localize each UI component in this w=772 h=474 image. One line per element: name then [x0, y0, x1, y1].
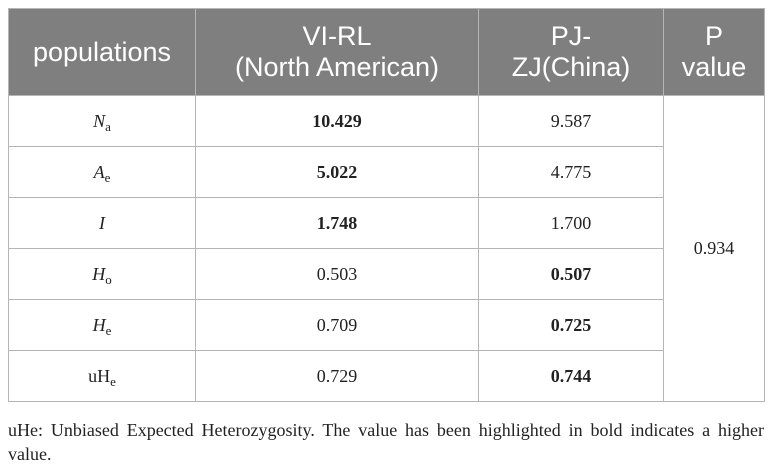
- vi-rl-value: 10.429: [195, 95, 479, 147]
- row-symbol: H: [92, 263, 106, 284]
- header-pj-zj-line2: ZJ(China): [511, 52, 631, 82]
- vi-rl-value: 0.503: [195, 248, 479, 300]
- table-row: Na 10.429 9.587 0.934: [8, 95, 765, 402]
- row-label: Ho: [8, 248, 196, 300]
- header-vi-rl-line1: VI-RL: [302, 21, 372, 51]
- table-row: I 1.748 1.700: [8, 197, 765, 249]
- row-subscript: o: [105, 271, 112, 287]
- header-pj-zj-line1: PJ-: [550, 21, 592, 51]
- row-label: He: [8, 299, 196, 351]
- table-container: populations VI-RL (North American) PJ- Z…: [8, 8, 765, 402]
- p-value-cell: 0.934: [663, 95, 765, 402]
- header-vi-rl-line2: (North American): [234, 52, 440, 82]
- pj-zj-value: 0.725: [478, 299, 664, 351]
- header-row: populations VI-RL (North American) PJ- Z…: [8, 8, 765, 96]
- header-vi-rl: VI-RL (North American): [195, 8, 479, 96]
- vi-rl-value: 1.748: [195, 197, 479, 249]
- row-label: I: [8, 197, 196, 249]
- pj-zj-value: 1.700: [478, 197, 664, 249]
- row-symbol: I: [99, 212, 105, 233]
- row-subscript: e: [104, 169, 111, 185]
- table-row: Ae 5.022 4.775: [8, 146, 765, 198]
- row-symbol: N: [93, 110, 106, 131]
- table-row: Ho 0.503 0.507: [8, 248, 765, 300]
- table-footnote: uHe: Unbiased Expected Heterozygosity. T…: [8, 420, 764, 464]
- table-row: uHe 0.729 0.744: [8, 350, 765, 402]
- heterozygosity-table: populations VI-RL (North American) PJ- Z…: [8, 8, 765, 402]
- row-subscript: e: [110, 373, 116, 389]
- header-populations: populations: [8, 8, 196, 96]
- pj-zj-value: 4.775: [478, 146, 664, 198]
- vi-rl-value: 0.709: [195, 299, 479, 351]
- vi-rl-value: 0.729: [195, 350, 479, 402]
- header-populations-label: populations: [32, 36, 172, 67]
- pj-zj-value: 0.744: [478, 350, 664, 402]
- row-label: uHe: [8, 350, 196, 402]
- pj-zj-value: 0.507: [478, 248, 664, 300]
- row-label: Ae: [8, 146, 196, 198]
- header-pj-zj: PJ- ZJ(China): [478, 8, 664, 96]
- row-label: Na: [8, 95, 196, 147]
- row-symbol: A: [93, 161, 105, 182]
- row-symbol: H: [92, 314, 106, 335]
- row-subscript: a: [105, 118, 111, 134]
- header-p-line2: value: [681, 52, 747, 82]
- pj-zj-value: 9.587: [478, 95, 664, 147]
- header-p-value: P value: [663, 8, 765, 96]
- row-subscript: e: [105, 322, 112, 338]
- vi-rl-value: 5.022: [195, 146, 479, 198]
- header-p-line1: P: [704, 21, 723, 51]
- table-row: He 0.709 0.725: [8, 299, 765, 351]
- row-symbol: uH: [88, 365, 111, 386]
